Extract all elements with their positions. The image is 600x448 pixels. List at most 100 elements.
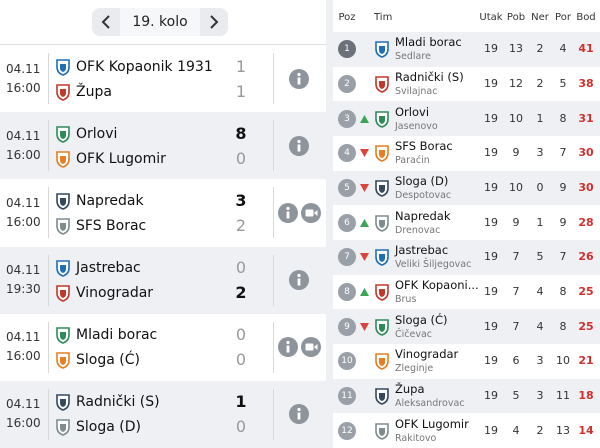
match-date: 04.11: [6, 128, 41, 143]
info-button[interactable]: [278, 202, 298, 223]
stat: 19: [484, 215, 498, 229]
standings-row[interactable]: 12 OFK Lugomir Rakitovo 19 4 2 13 14: [333, 413, 600, 448]
match-time: 16:00: [6, 80, 41, 95]
separator: [273, 187, 274, 239]
points: 31: [578, 111, 594, 125]
standings-panel: Poz Tim Utak Pob Ner Por Bod 1 Mladi borac Sedlar…: [333, 0, 600, 448]
team-name: Orlovi: [395, 104, 430, 119]
separator: [273, 388, 274, 440]
match-row[interactable]: 04.11 16:00 Radnički (S) 1 Sloga (D) 0: [0, 380, 326, 448]
stat: 1: [536, 111, 544, 125]
stat: 19: [484, 423, 498, 437]
team-name: Sloga (Ć): [395, 312, 448, 327]
stat: 9: [512, 146, 520, 160]
standings-row[interactable]: 1 Mladi borac Sedlare 19 13 2 4 41: [333, 32, 600, 67]
points: 25: [578, 319, 594, 333]
team-name: Napredak: [395, 208, 451, 223]
standings-row[interactable]: 4 SFS Borac Paraćin 19 9 3 7 30: [333, 136, 600, 171]
team-city: Sedlare: [395, 51, 431, 63]
stat: 5: [536, 250, 544, 264]
position-badge: 2: [338, 74, 356, 93]
separator: [48, 187, 49, 239]
separator: [48, 53, 49, 105]
stat: 10: [509, 180, 523, 194]
points: 21: [578, 354, 594, 368]
info-button[interactable]: [278, 337, 298, 358]
match-date: 04.11: [6, 195, 41, 210]
position-badge: 7: [338, 248, 356, 267]
trend-down: [360, 322, 369, 331]
match-row[interactable]: 04.11 16:00 Mladi borac 0 Sloga (Ć) 0: [0, 313, 326, 381]
column-header: Tim: [374, 12, 393, 23]
stat: 5: [512, 388, 520, 402]
stat: 10: [509, 111, 523, 125]
stat: 19: [484, 319, 498, 333]
team-score: 2: [235, 215, 247, 235]
team-name: OFK Lugomir: [76, 150, 166, 167]
column-header: Ner: [531, 12, 549, 23]
standings-row[interactable]: 6 Napredak Drenovac 19 9 1 9 28: [333, 205, 600, 240]
team-name: Jastrebac: [395, 243, 449, 258]
match-date: 04.11: [6, 330, 41, 345]
stat: 19: [484, 111, 498, 125]
points: 28: [578, 215, 594, 229]
info-button[interactable]: [289, 68, 309, 89]
standings-row[interactable]: 7 Jastrebac Veliki Šiljegovac 19 7 5 7 26: [333, 240, 600, 275]
info-button[interactable]: [289, 404, 309, 425]
standings-row[interactable]: 11 Župa Aleksandrovac 19 5 3 11 18: [333, 378, 600, 414]
position-badge: 1: [338, 40, 356, 59]
separator: [273, 321, 274, 373]
stat: 19: [484, 76, 498, 90]
team-name: OFK Lugomir: [395, 416, 469, 431]
stat: 8: [559, 284, 567, 298]
stat: 10: [556, 354, 570, 368]
match-row[interactable]: 04.11 16:00 OFK Kopaonik 1931 1 Župa 1: [0, 45, 326, 113]
standings-row[interactable]: 8 OFK Kopaoni... Brus 19 7 4 8 25: [333, 274, 600, 310]
prev-round-button[interactable]: [92, 8, 120, 36]
team-crest: [56, 394, 70, 412]
match-row[interactable]: 04.11 16:00 Napredak 3 SFS Borac 2: [0, 179, 326, 247]
team-crest: [56, 327, 70, 345]
team-score: 2: [235, 283, 247, 303]
stat: 6: [512, 354, 520, 368]
position-badge: 10: [338, 352, 356, 371]
team-crest: [375, 318, 389, 336]
team-crest: [56, 260, 70, 277]
team-crest: [375, 284, 389, 301]
team-crest: [56, 193, 70, 210]
match-row[interactable]: 04.11 16:00 Orlovi 8 OFK Lugomir 0: [0, 112, 326, 180]
points: 30: [578, 180, 594, 194]
stat: 1: [536, 215, 544, 229]
team-crest: [375, 388, 389, 405]
column-header: Poz: [338, 12, 356, 23]
divider: [0, 44, 326, 45]
stat: 3: [536, 388, 544, 402]
standings-row[interactable]: 2 Radnički (S) Svilajnac 19 12 2 5 38: [333, 66, 600, 102]
info-button[interactable]: [289, 270, 309, 291]
column-header: Bod: [576, 12, 596, 23]
team-crest: [375, 76, 389, 93]
points: 26: [578, 250, 594, 264]
team-score: 3: [235, 190, 247, 210]
video-button[interactable]: [301, 202, 321, 223]
column-header: Pob: [506, 12, 526, 23]
separator: [273, 254, 274, 306]
team-city: Paraćin: [395, 155, 430, 167]
standings-row[interactable]: 9 Sloga (Ć) Čičevac 19 7 4 8 25: [333, 309, 600, 344]
column-header: Utak: [479, 12, 503, 23]
trend-up: [360, 218, 369, 227]
match-date: 04.11: [6, 397, 41, 412]
stat: 19: [484, 354, 498, 368]
standings-row[interactable]: 3 Orlovi Jasenovo 19 10 1 8 31: [333, 101, 600, 136]
stat: 19: [484, 284, 498, 298]
team-name: OFK Kopaonik 1931: [76, 58, 213, 75]
points: 41: [578, 42, 594, 56]
match-date: 04.11: [6, 61, 41, 76]
next-round-button[interactable]: [200, 8, 228, 36]
match-row[interactable]: 04.11 19:30 Jastrebac 0 Vinogradar 2: [0, 246, 326, 314]
info-button[interactable]: [289, 135, 309, 156]
team-name: OFK Kopaoni...: [395, 277, 479, 292]
standings-row[interactable]: 5 Sloga (D) Despotovac 19 10 0 9 30: [333, 170, 600, 206]
video-button[interactable]: [301, 337, 321, 358]
standings-row[interactable]: 10 Vinogradar Zleginje 19 6 3 10 21: [333, 344, 600, 379]
